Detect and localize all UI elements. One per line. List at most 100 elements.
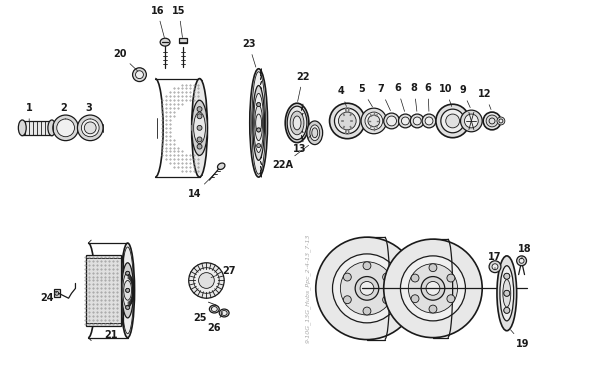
- Ellipse shape: [136, 71, 143, 79]
- Ellipse shape: [413, 117, 421, 125]
- Circle shape: [332, 254, 401, 323]
- Circle shape: [125, 288, 130, 292]
- Circle shape: [421, 277, 445, 300]
- Ellipse shape: [287, 106, 307, 140]
- Circle shape: [125, 271, 130, 275]
- Ellipse shape: [77, 115, 103, 141]
- Text: 9-10G_13G_Hubs_Ppc_2-4-13_7-13: 9-10G_13G_Hubs_Ppc_2-4-13_7-13: [305, 234, 311, 343]
- Bar: [86, 255, 121, 326]
- Text: 10: 10: [439, 85, 452, 107]
- Circle shape: [497, 117, 505, 125]
- Ellipse shape: [194, 112, 205, 143]
- Text: 6: 6: [394, 83, 404, 111]
- Ellipse shape: [191, 79, 208, 177]
- Ellipse shape: [19, 120, 26, 136]
- Bar: [54, 290, 60, 297]
- Ellipse shape: [441, 109, 464, 133]
- Ellipse shape: [254, 93, 263, 153]
- Bar: [179, 38, 187, 43]
- Ellipse shape: [48, 120, 56, 136]
- Ellipse shape: [446, 114, 460, 128]
- Text: 22: 22: [296, 72, 310, 101]
- Ellipse shape: [53, 115, 79, 141]
- Circle shape: [400, 256, 466, 321]
- Circle shape: [519, 258, 524, 263]
- Circle shape: [343, 296, 351, 304]
- Text: 26: 26: [208, 313, 223, 333]
- Ellipse shape: [82, 119, 99, 137]
- Text: 23: 23: [242, 39, 256, 67]
- Circle shape: [447, 274, 455, 282]
- Ellipse shape: [334, 108, 360, 134]
- Ellipse shape: [497, 256, 517, 331]
- Ellipse shape: [329, 103, 365, 139]
- Text: 21: 21: [104, 323, 118, 340]
- Ellipse shape: [133, 68, 146, 82]
- Ellipse shape: [425, 117, 433, 125]
- Ellipse shape: [293, 116, 301, 130]
- Circle shape: [411, 295, 419, 303]
- Text: 6: 6: [425, 83, 431, 111]
- Ellipse shape: [254, 105, 263, 141]
- Circle shape: [257, 102, 260, 107]
- Ellipse shape: [361, 108, 386, 134]
- Text: 25: 25: [193, 308, 212, 323]
- Circle shape: [340, 262, 394, 315]
- Ellipse shape: [312, 128, 318, 138]
- Circle shape: [504, 290, 510, 296]
- Ellipse shape: [209, 305, 219, 313]
- Circle shape: [492, 264, 498, 270]
- Ellipse shape: [368, 115, 380, 127]
- Circle shape: [504, 307, 510, 313]
- Circle shape: [504, 273, 510, 279]
- Circle shape: [125, 306, 130, 309]
- Circle shape: [499, 119, 503, 123]
- Ellipse shape: [338, 112, 356, 130]
- Circle shape: [429, 305, 437, 313]
- Circle shape: [316, 237, 418, 340]
- Circle shape: [409, 264, 458, 313]
- Circle shape: [197, 114, 202, 119]
- Ellipse shape: [123, 273, 133, 308]
- Ellipse shape: [503, 280, 511, 307]
- Circle shape: [125, 306, 130, 309]
- Text: 16: 16: [151, 5, 164, 37]
- Circle shape: [383, 296, 391, 304]
- Text: 24: 24: [40, 292, 57, 303]
- Circle shape: [197, 126, 202, 130]
- Ellipse shape: [252, 72, 266, 174]
- Ellipse shape: [464, 114, 478, 128]
- Circle shape: [257, 128, 260, 132]
- Text: 3: 3: [85, 103, 92, 119]
- Circle shape: [517, 256, 527, 266]
- Ellipse shape: [290, 111, 304, 135]
- Text: 20: 20: [113, 49, 137, 71]
- Text: 5: 5: [359, 85, 373, 107]
- Ellipse shape: [221, 310, 227, 315]
- Text: 19: 19: [511, 330, 529, 348]
- Text: 7: 7: [377, 85, 391, 111]
- Circle shape: [363, 307, 371, 315]
- Ellipse shape: [122, 247, 134, 334]
- Text: 4: 4: [338, 86, 346, 107]
- Circle shape: [411, 274, 419, 282]
- Circle shape: [197, 137, 202, 142]
- Ellipse shape: [191, 100, 208, 156]
- Text: 12: 12: [478, 89, 492, 109]
- Text: 27: 27: [211, 266, 236, 277]
- Text: 1: 1: [26, 103, 32, 121]
- Circle shape: [125, 288, 130, 292]
- Ellipse shape: [401, 117, 409, 125]
- Circle shape: [384, 239, 482, 337]
- Ellipse shape: [410, 114, 424, 128]
- Text: 15: 15: [172, 5, 185, 37]
- Ellipse shape: [160, 38, 170, 46]
- Text: 9: 9: [459, 85, 470, 108]
- Circle shape: [383, 273, 391, 281]
- Ellipse shape: [122, 263, 134, 318]
- Ellipse shape: [211, 307, 217, 311]
- Ellipse shape: [219, 309, 229, 317]
- Circle shape: [197, 144, 202, 149]
- Circle shape: [355, 277, 379, 300]
- Ellipse shape: [483, 112, 501, 130]
